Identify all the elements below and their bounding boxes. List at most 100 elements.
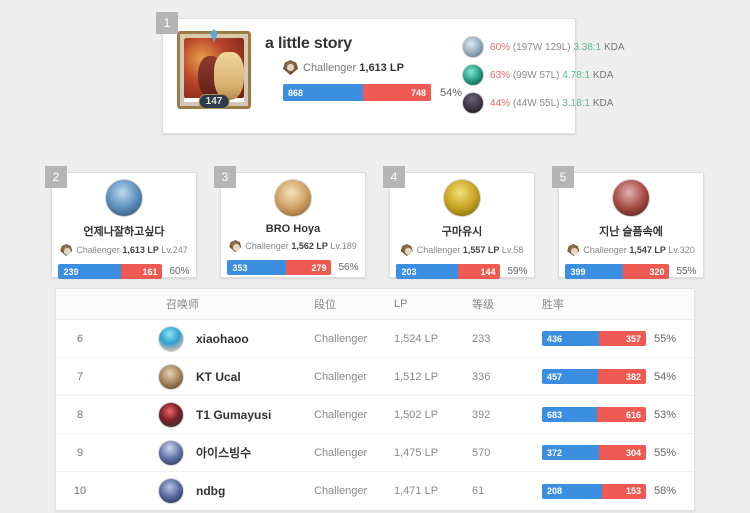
frame-gem-icon [210, 29, 218, 42]
rank-card-2[interactable]: 2 언제나잘하고싶다 Challenger 1,613 LP Lv.247 23… [45, 166, 197, 279]
hero-champion-stats: 60% (197W 129L) 3.38:1 KDA 63% (99W 57L)… [462, 31, 625, 121]
challenger-emblem-icon [60, 244, 72, 256]
winrate-bar: 208 153 [542, 483, 646, 499]
rank-card-3-body: BRO Hoya Challenger 1,562 LP Lv.189 353 … [220, 172, 366, 278]
row-summoner-name: T1 Gumayusi [196, 407, 272, 422]
row-rank: 7 [76, 370, 84, 383]
row-summoner-cell[interactable]: ndbg [104, 478, 314, 504]
losses-segment: 320 [622, 264, 670, 279]
lp: 1,547 LP [629, 245, 666, 255]
summoner-name[interactable]: 구마유시 [441, 226, 483, 238]
challenger-emblem-icon [401, 244, 413, 256]
table-row[interactable]: 9 아이스빙수 Challenger 1,475 LP 570 372 304 … [56, 434, 694, 472]
rank-1-hero-card[interactable]: 1 147 a little story Challenger 1,613 LP [156, 12, 625, 134]
tier-line: Challenger 1,562 LP Lv.189 [221, 240, 365, 252]
rank-badge-2: 2 [45, 166, 67, 188]
hero-losses-segment: 748 [362, 84, 431, 101]
leaderboard-table: 召唤师 段位 LP 等级 胜率 6 xiaohaoo Challenger 1,… [55, 288, 695, 511]
table-row[interactable]: 7 KT Ucal Challenger 1,512 LP 336 457 38… [56, 358, 694, 396]
header-level: 等级 [472, 299, 494, 311]
row-winrate-cell: 436 357 55% [542, 331, 694, 346]
level: Lv.189 [330, 241, 357, 251]
champion-stat-row[interactable]: 63% (99W 57L) 4.78:1 KDA [462, 62, 625, 88]
level: Lv.58 [501, 245, 524, 255]
row-lp: 1,524 LP [394, 332, 439, 345]
row-level: 570 [472, 446, 491, 459]
winrate-pct: 56% [338, 262, 359, 273]
champion-stat-text: 44% (44W 55L) 3.18:1 KDA [490, 98, 613, 109]
row-level: 61 [472, 485, 485, 497]
row-tier: Challenger [314, 446, 368, 459]
row-summoner-cell[interactable]: KT Ucal [104, 363, 314, 390]
row-level: 233 [472, 332, 491, 345]
rank-card-5[interactable]: 5 지난 슬픔속에 Challenger 1,547 LP Lv.320 399… [552, 166, 704, 279]
summoner-avatar[interactable] [443, 179, 481, 217]
lp: 1,557 LP [462, 245, 500, 255]
champion-winrate-3: 44% [490, 97, 511, 109]
hero-lp: 1,613 LP [359, 61, 404, 74]
wins-segment: 208 [542, 483, 603, 499]
champion-kda-1: 3.38:1 [573, 41, 602, 53]
summoner-avatar [158, 439, 184, 466]
row-level: 392 [472, 408, 491, 421]
row-summoner-name: KT Ucal [196, 369, 241, 384]
losses-segment: 279 [285, 260, 332, 275]
row-winrate-cell: 683 616 53% [542, 407, 694, 422]
champion-icon-1 [462, 36, 485, 58]
summoner-name[interactable]: BRO Hoya [265, 223, 321, 235]
lp: 1,613 LP [122, 245, 159, 255]
header-tier: 段位 [314, 299, 336, 311]
row-rank: 8 [76, 408, 84, 421]
row-rank: 6 [76, 332, 84, 345]
champion-stat-row[interactable]: 60% (197W 129L) 3.38:1 KDA [462, 34, 625, 60]
summoner-avatar[interactable] [274, 179, 312, 217]
rank-card-3[interactable]: 3 BRO Hoya Challenger 1,562 LP Lv.189 35… [214, 166, 366, 278]
row-lp: 1,471 LP [394, 485, 439, 497]
row-summoner-cell[interactable]: T1 Gumayusi [104, 401, 314, 428]
rank-card-2-body: 언제나잘하고싶다 Challenger 1,613 LP Lv.247 239 … [51, 172, 197, 279]
level: Lv.247 [161, 245, 188, 255]
row-winrate-cell: 457 382 54% [542, 369, 694, 384]
champion-stat-text: 63% (99W 57L) 4.78:1 KDA [490, 70, 613, 81]
row-summoner-cell[interactable]: xiaohaoo [104, 325, 314, 352]
tier: Challenger [416, 245, 461, 255]
wins-segment: 457 [542, 369, 599, 384]
champion-kda-3: 3.18:1 [562, 97, 591, 109]
row-tier: Challenger [314, 332, 368, 345]
champion-record-1: (197W 129L) [512, 41, 571, 53]
hero-winloss-row: 868 748 54% [265, 84, 462, 101]
tier-line: Challenger 1,547 LP Lv.320 [559, 244, 703, 256]
losses-segment: 382 [598, 369, 646, 384]
row-summoner-cell[interactable]: 아이스빙수 [104, 439, 314, 466]
winrate-bar: 399 320 [565, 264, 670, 279]
summoner-name[interactable]: 지난 슬픔속에 [599, 226, 663, 238]
hero-summoner-name[interactable]: a little story [265, 35, 353, 52]
row-summoner-name: ndbg [196, 484, 226, 498]
table-row[interactable]: 10 ndbg Challenger 1,471 LP 61 208 153 5… [56, 472, 694, 510]
summoner-avatar[interactable] [612, 179, 650, 217]
winloss-row: 353 279 56% [221, 260, 365, 275]
rank-card-4[interactable]: 4 구마유시 Challenger 1,557 LP Lv.58 203 144… [383, 166, 535, 279]
wins-segment: 372 [542, 445, 600, 460]
table-row[interactable]: 6 xiaohaoo Challenger 1,524 LP 233 436 3… [56, 320, 694, 358]
winloss-row: 203 144 59% [390, 264, 534, 279]
hero-wins-segment: 868 [283, 84, 363, 101]
winrate-bar: 372 304 [542, 445, 646, 460]
wins-segment: 683 [542, 407, 598, 422]
champion-stat-row[interactable]: 44% (44W 55L) 3.18:1 KDA [462, 90, 625, 116]
row-tier: Challenger [314, 408, 368, 421]
rank-cards-row: 2 언제나잘하고싶다 Challenger 1,613 LP Lv.247 23… [45, 166, 705, 279]
table-row[interactable]: 8 T1 Gumayusi Challenger 1,502 LP 392 68… [56, 396, 694, 434]
wins-segment: 399 [565, 264, 623, 279]
summoner-name[interactable]: 언제나잘하고싶다 [83, 226, 165, 238]
row-winrate-cell: 208 153 58% [542, 483, 694, 499]
summoner-icon[interactable]: 147 [177, 29, 251, 109]
lp: 1,562 LP [291, 241, 328, 251]
tier-line: Challenger 1,557 LP Lv.58 [390, 244, 534, 256]
challenger-emblem-icon [229, 240, 241, 252]
summoner-avatar[interactable] [105, 179, 143, 217]
summoner-avatar [158, 401, 184, 428]
champion-kda-label-2: KDA [592, 69, 614, 81]
wins-segment: 353 [227, 260, 286, 275]
rank-card-5-body: 지난 슬픔속에 Challenger 1,547 LP Lv.320 399 3… [558, 172, 704, 279]
